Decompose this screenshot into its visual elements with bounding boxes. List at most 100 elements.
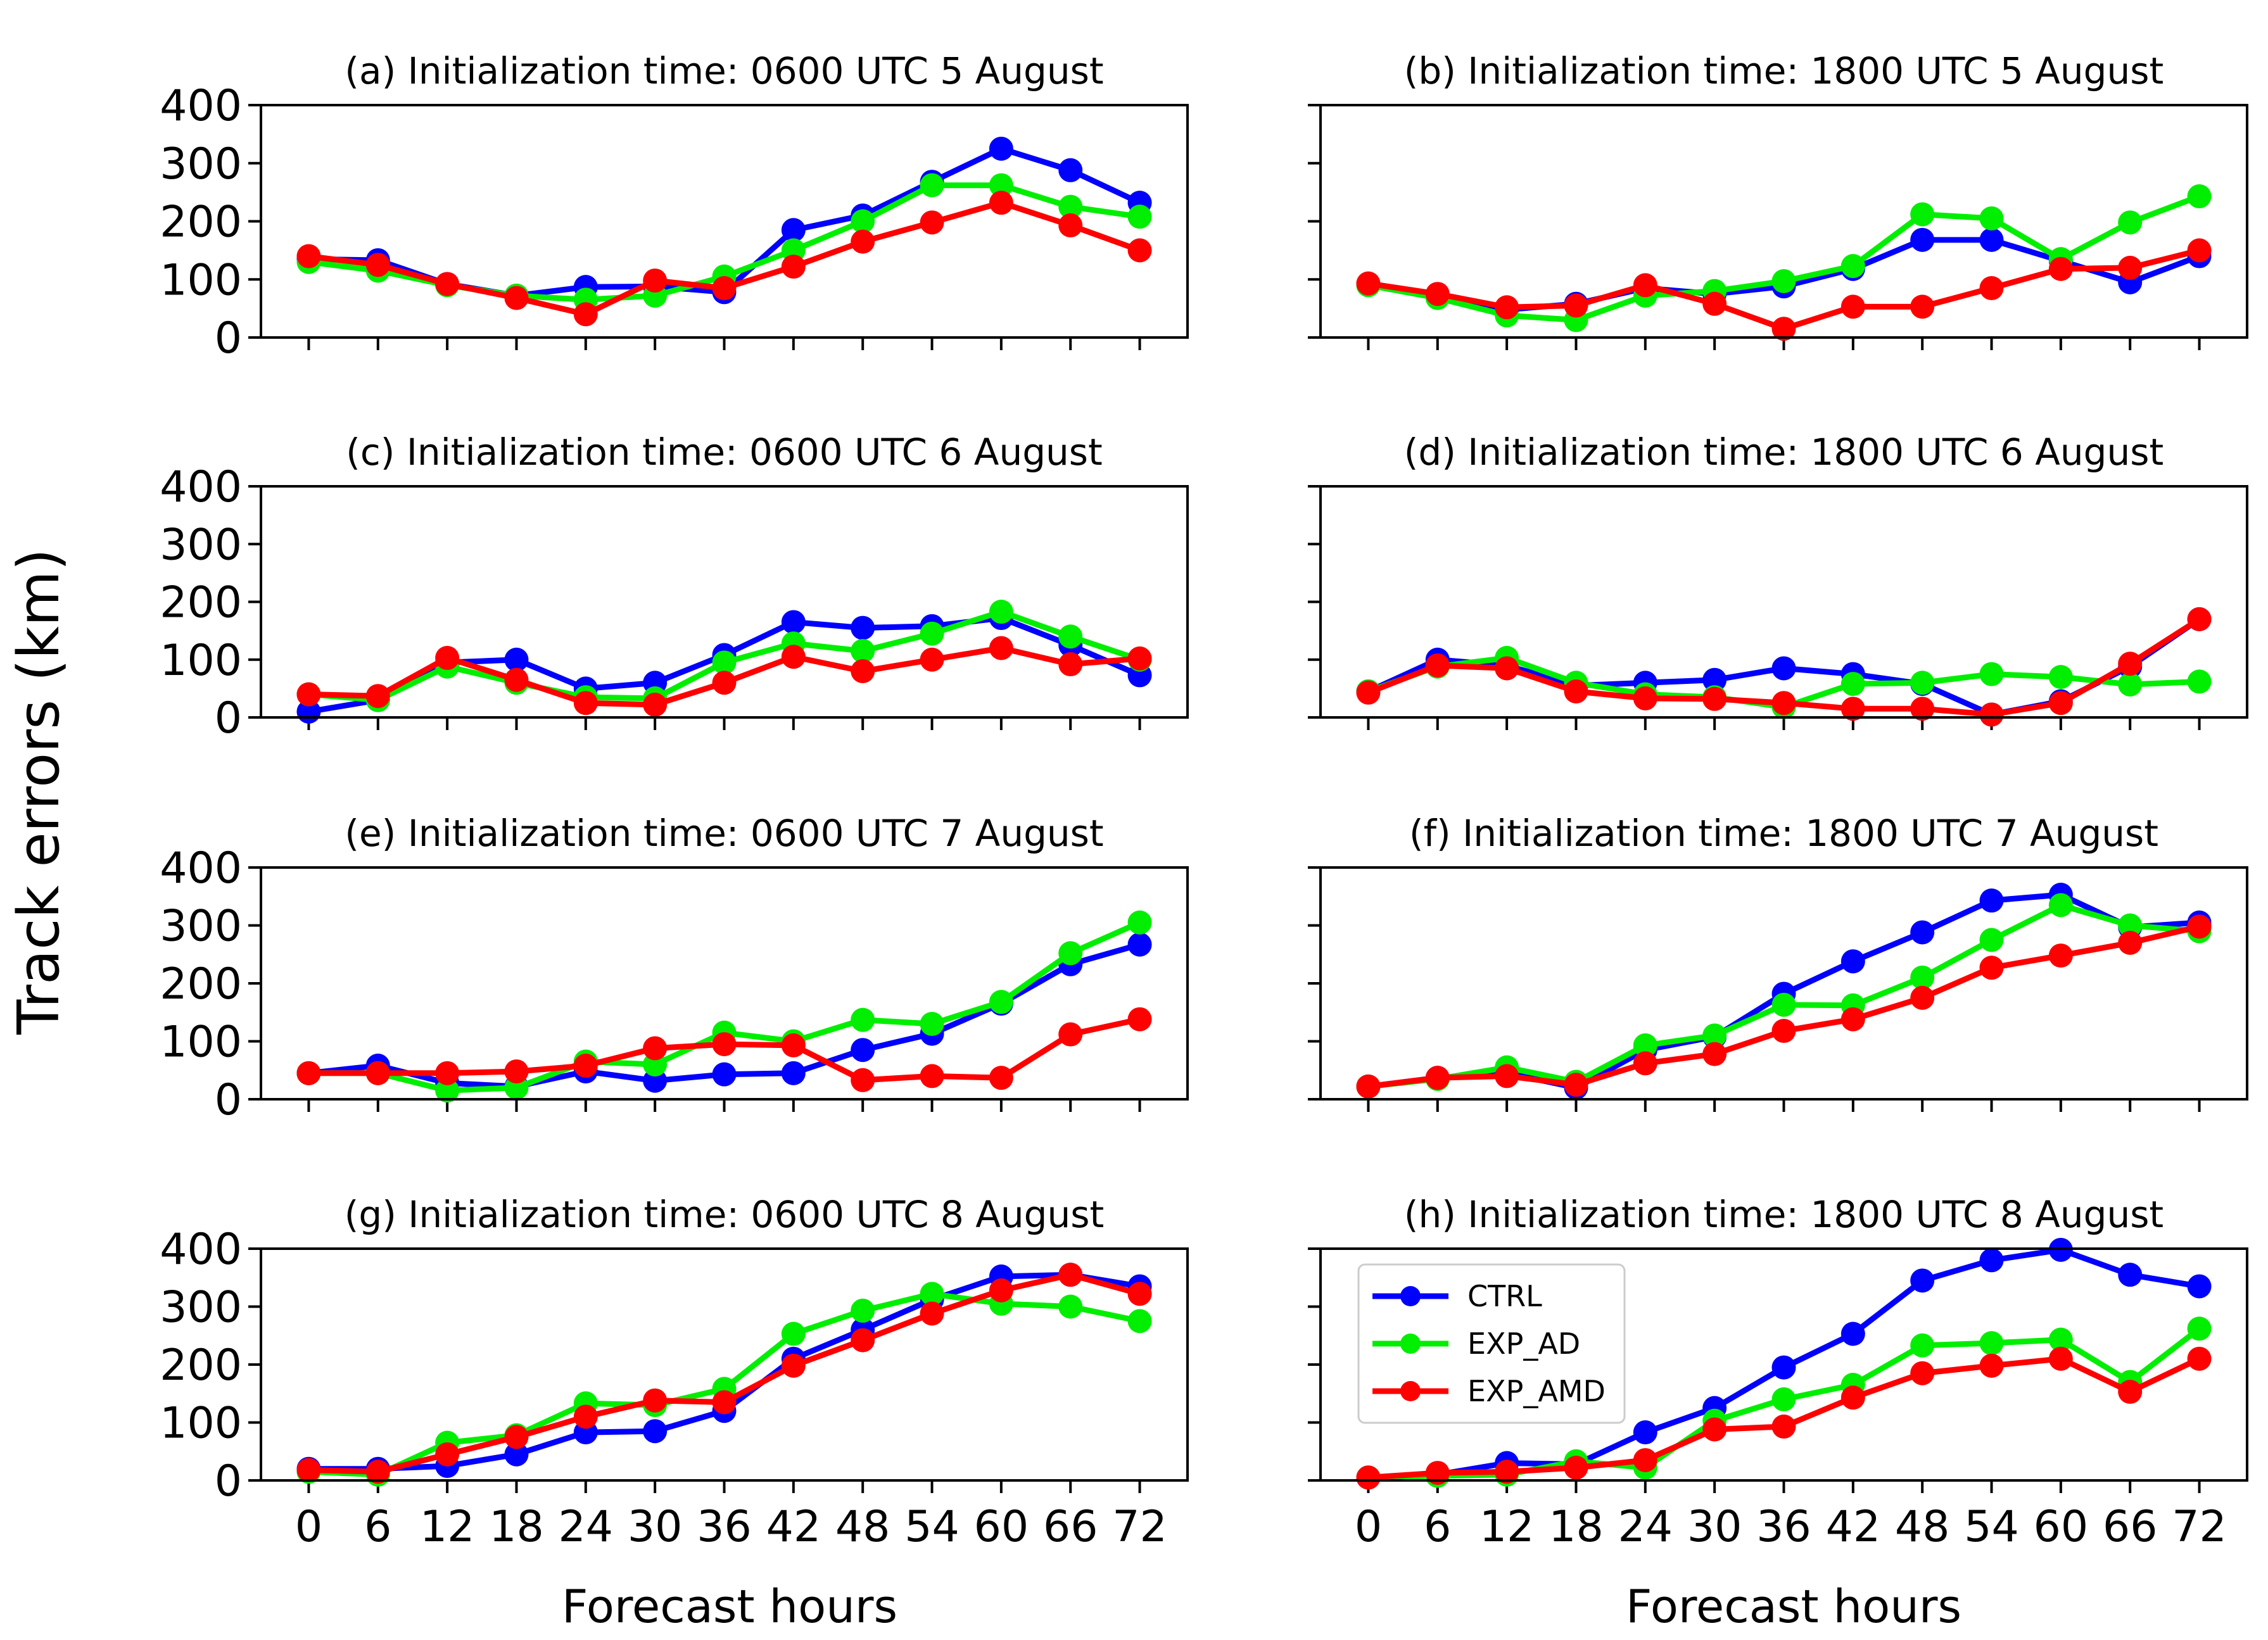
data-point-exp_amd: [2118, 930, 2143, 955]
data-point-exp_amd: [1771, 1019, 1796, 1044]
data-point-exp_ad: [1910, 1333, 1935, 1358]
data-point-exp_ad: [2118, 913, 2143, 938]
x-tick-label: 12: [420, 1502, 475, 1552]
y-tick-label: 300: [160, 139, 242, 189]
data-point-ctrl: [1979, 1248, 2004, 1273]
data-point-exp_amd: [296, 244, 321, 268]
x-tick-label: 30: [628, 1502, 683, 1552]
y-tick-label: 400: [160, 843, 242, 893]
data-point-exp_amd: [1564, 1455, 1588, 1480]
y-tick-label: 200: [160, 578, 242, 628]
legend-label: EXP_AMD: [1467, 1374, 1606, 1408]
data-point-exp_ad: [1127, 1309, 1152, 1334]
panel-title: (e) Initialization time: 0600 UTC 7 Augu…: [345, 812, 1103, 855]
data-point-exp_ad: [1840, 254, 1865, 279]
data-point-exp_amd: [1564, 1073, 1588, 1097]
y-tick-label: 300: [160, 1283, 242, 1333]
data-point-ctrl: [781, 1061, 806, 1085]
data-point-exp_amd: [712, 276, 737, 301]
data-point-exp_amd: [1564, 293, 1588, 318]
data-point-exp_amd: [781, 1033, 806, 1057]
data-point-ctrl: [712, 1062, 737, 1087]
data-point-exp_amd: [1979, 1353, 2004, 1378]
data-point-ctrl: [1910, 227, 1935, 252]
data-point-exp_ad: [1127, 205, 1152, 229]
data-point-ctrl: [781, 610, 806, 634]
data-point-exp_amd: [712, 671, 737, 695]
data-point-ctrl: [504, 1442, 529, 1467]
data-point-exp_ad: [2048, 893, 2073, 918]
data-point-exp_ad: [2187, 669, 2212, 694]
data-point-ctrl: [1979, 888, 2004, 913]
y-tick-label: 0: [215, 1456, 242, 1506]
data-point-exp_amd: [435, 646, 460, 671]
data-point-exp_amd: [1771, 691, 1796, 716]
data-point-exp_amd: [920, 1301, 944, 1326]
data-point-ctrl: [989, 136, 1013, 161]
y-tick-label: 400: [160, 81, 242, 131]
x-tick-label: 54: [904, 1502, 960, 1552]
panel-title: (g) Initialization time: 0600 UTC 8 Augu…: [345, 1193, 1104, 1236]
data-point-exp_ad: [1910, 202, 1935, 227]
x-tick-label: 48: [835, 1502, 890, 1552]
data-point-exp_amd: [573, 1404, 598, 1429]
data-point-exp_amd: [296, 682, 321, 707]
data-point-exp_ad: [920, 1282, 944, 1306]
plot-frame: [1319, 104, 2248, 339]
data-point-exp_amd: [1633, 686, 1657, 710]
data-point-exp_amd: [1633, 273, 1657, 298]
x-tick-label: 72: [1112, 1502, 1167, 1552]
x-tick-label: 66: [1043, 1502, 1098, 1552]
data-point-exp_ad: [851, 1298, 875, 1323]
x-tick-label: 18: [1549, 1502, 1604, 1552]
data-point-exp_amd: [1425, 1066, 1450, 1090]
plot-frame: [260, 485, 1189, 719]
panel-e: (e) Initialization time: 0600 UTC 7 Augu…: [160, 812, 1189, 1125]
data-point-exp_amd: [2048, 691, 2073, 716]
x-tick-label: 54: [1964, 1502, 2019, 1552]
data-point-exp_amd: [1127, 1282, 1152, 1306]
data-point-exp_amd: [1702, 291, 1727, 316]
data-point-exp_amd: [2048, 943, 2073, 968]
data-point-exp_amd: [1633, 1448, 1657, 1472]
data-point-exp_amd: [920, 210, 944, 235]
data-point-exp_amd: [989, 1066, 1013, 1090]
data-point-exp_amd: [504, 286, 529, 310]
data-point-exp_amd: [920, 647, 944, 672]
panels: (a) Initialization time: 0600 UTC 5 Augu…: [160, 49, 2248, 1552]
y-tick-label: 0: [215, 1075, 242, 1125]
data-point-exp_amd: [1425, 653, 1450, 678]
y-tick-label: 100: [160, 1399, 242, 1449]
x-tick-label: 36: [697, 1502, 752, 1552]
x-tick-label: 42: [766, 1502, 821, 1552]
figure-xlabel-left: Forecast hours: [562, 1580, 897, 1633]
data-point-exp_amd: [1840, 1007, 1865, 1031]
data-point-exp_ad: [989, 990, 1013, 1014]
data-point-exp_ad: [920, 173, 944, 198]
data-point-exp_amd: [1495, 295, 1519, 320]
data-point-exp_amd: [1840, 294, 1865, 319]
data-point-exp_amd: [1356, 680, 1381, 705]
data-point-exp_amd: [2118, 1380, 2143, 1404]
panel-c: (c) Initialization time: 0600 UTC 6 Augu…: [160, 431, 1189, 743]
legend: CTRL EXP_AD EXP_AMD: [1357, 1263, 1626, 1424]
panel-title: (a) Initialization time: 0600 UTC 5 Augu…: [345, 49, 1103, 92]
series-line-exp_ad: [1365, 193, 2203, 323]
data-point-exp_amd: [1356, 1074, 1381, 1099]
x-tick-label: 0: [1355, 1502, 1382, 1552]
data-point-exp_amd: [1910, 294, 1935, 319]
data-point-exp_ad: [1979, 662, 2004, 686]
x-tick-label: 24: [1618, 1502, 1673, 1552]
data-point-exp_amd: [2187, 607, 2212, 631]
data-point-exp_amd: [712, 1032, 737, 1057]
x-tick-label: 24: [559, 1502, 614, 1552]
plot-frame: [1319, 1247, 2248, 1482]
data-point-exp_amd: [1633, 1051, 1657, 1076]
data-point-exp_ad: [2048, 1327, 2073, 1352]
panel-f: (f) Initialization time: 1800 UTC 7 Augu…: [1308, 812, 2248, 1112]
data-point-exp_ad: [1058, 194, 1083, 219]
data-point-exp_amd: [1058, 652, 1083, 677]
data-point-exp_amd: [1771, 317, 1796, 341]
data-point-exp_ad: [781, 1321, 806, 1346]
data-point-exp_amd: [1495, 1460, 1519, 1484]
